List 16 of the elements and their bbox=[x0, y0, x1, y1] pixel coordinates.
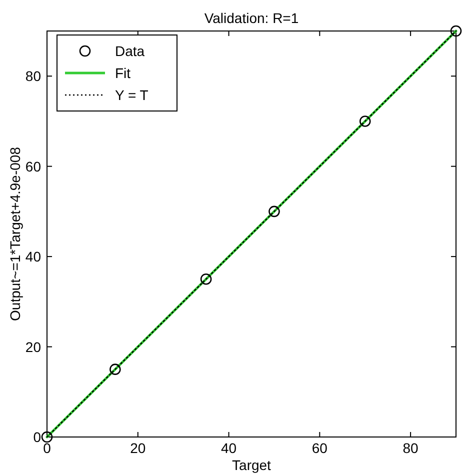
x-tick-label: 0 bbox=[43, 440, 52, 456]
y-tick-label: 60 bbox=[25, 158, 42, 174]
y-tick-label: 80 bbox=[25, 68, 42, 84]
x-tick-label: 40 bbox=[220, 440, 237, 456]
x-axis-title: Target bbox=[232, 457, 272, 473]
chart-title: Validation: R=1 bbox=[204, 10, 299, 26]
y-tick-label: 0 bbox=[33, 429, 42, 445]
x-tick-label: 80 bbox=[402, 440, 419, 456]
y-tick-label: 40 bbox=[25, 248, 42, 265]
x-tick-label: 60 bbox=[312, 440, 328, 456]
x-tick-label: 20 bbox=[130, 440, 146, 456]
y-tick-label: 20 bbox=[25, 338, 42, 355]
legend-label: Data bbox=[115, 43, 145, 59]
legend-label: Y = T bbox=[115, 87, 149, 103]
y-axis-title: Output~=1*Target+4.9e-008 bbox=[7, 146, 23, 321]
legend-label: Fit bbox=[115, 65, 131, 81]
